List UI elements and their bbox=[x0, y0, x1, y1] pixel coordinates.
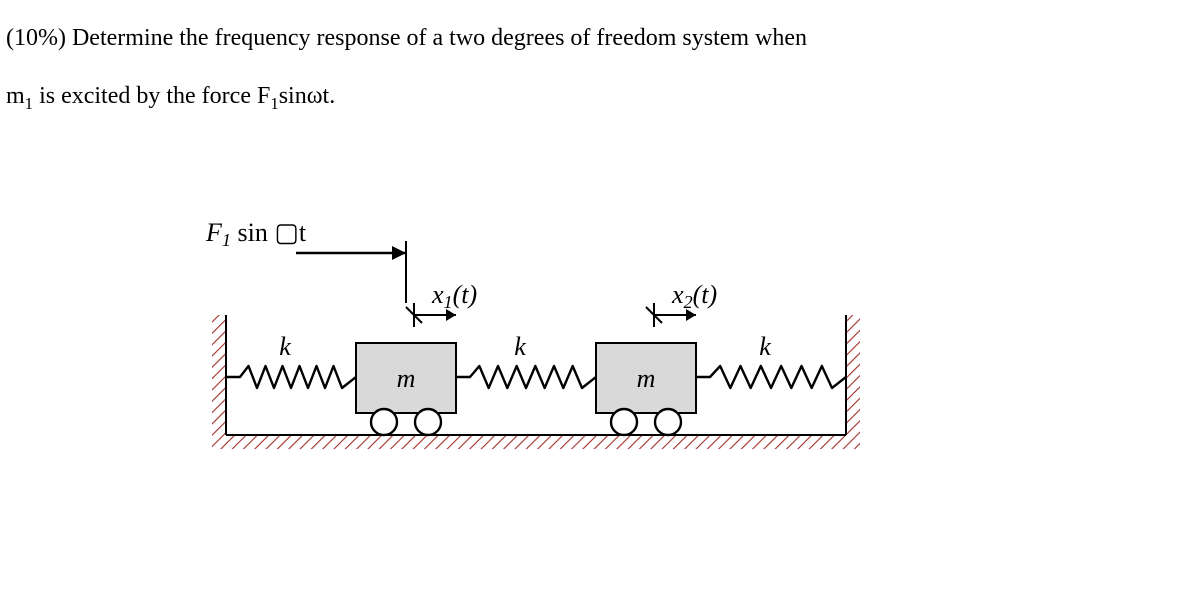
svg-text:m: m bbox=[397, 364, 416, 393]
problem-statement: (10%) Determine the frequency response o… bbox=[6, 10, 1198, 125]
svg-text:k: k bbox=[759, 332, 771, 361]
svg-text:k: k bbox=[279, 332, 291, 361]
svg-text:x1(t): x1(t) bbox=[431, 280, 477, 312]
svg-text:x2(t): x2(t) bbox=[671, 280, 717, 312]
svg-text:F1 sin ▢t: F1 sin ▢t bbox=[205, 218, 307, 250]
problem-line-2: m1 is excited by the force F1sinωt. bbox=[6, 83, 335, 109]
diagram-svg: m m k k k x1(t) x2(t) F1 sin ▢t bbox=[186, 155, 886, 475]
system-figure: m m k k k x1(t) x2(t) F1 sin ▢t bbox=[186, 155, 1198, 475]
problem-line-1: (10%) Determine the frequency response o… bbox=[6, 25, 807, 51]
svg-text:k: k bbox=[514, 332, 526, 361]
svg-text:m: m bbox=[637, 364, 656, 393]
